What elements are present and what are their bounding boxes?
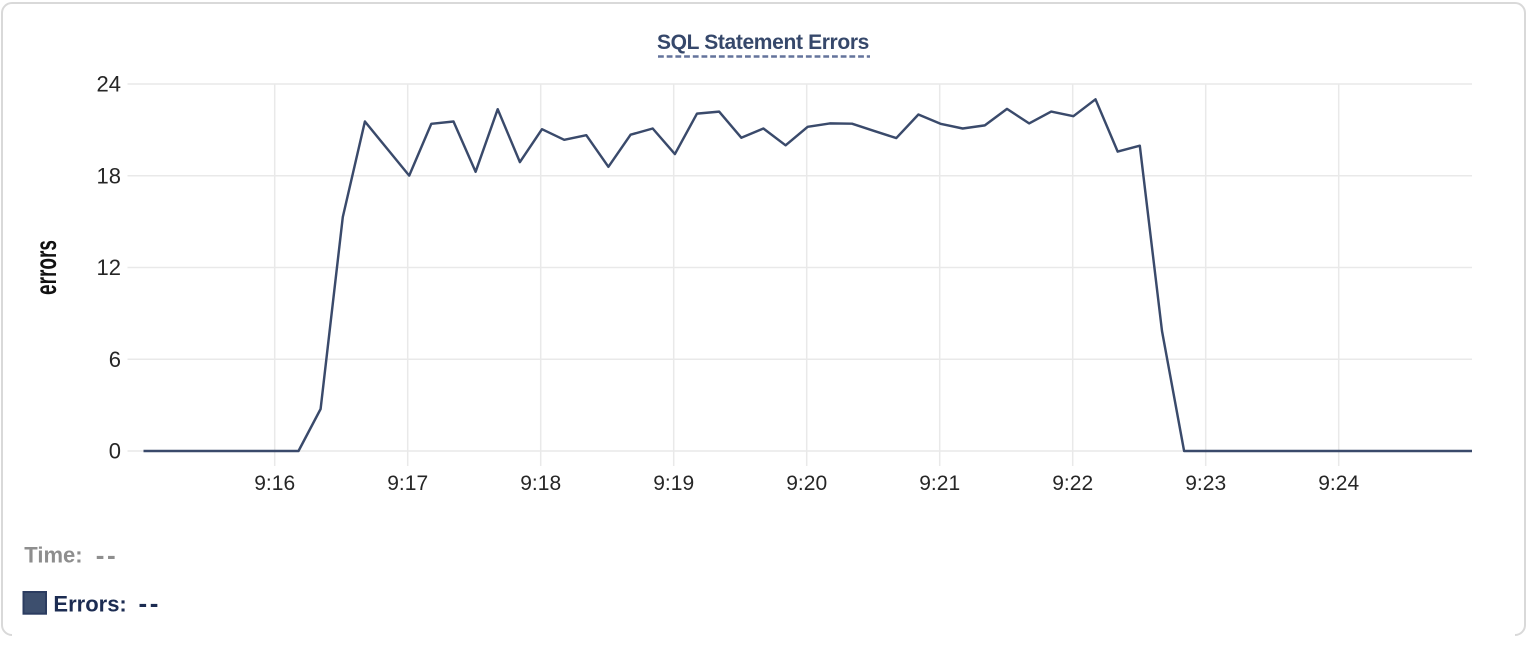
svg-text:9:19: 9:19 bbox=[653, 472, 694, 495]
svg-text:SQL Statement Errors: SQL Statement Errors bbox=[657, 31, 869, 54]
svg-text:Time:: Time: bbox=[24, 543, 82, 568]
svg-text:6: 6 bbox=[109, 347, 121, 372]
svg-text:9:21: 9:21 bbox=[919, 472, 960, 495]
svg-text:9:18: 9:18 bbox=[520, 472, 561, 495]
svg-text:--: -- bbox=[96, 540, 119, 570]
svg-text:Errors:: Errors: bbox=[53, 592, 126, 617]
svg-text:9:24: 9:24 bbox=[1318, 472, 1359, 495]
svg-text:9:20: 9:20 bbox=[786, 472, 827, 495]
svg-text:9:16: 9:16 bbox=[254, 472, 295, 495]
svg-text:--: -- bbox=[139, 588, 162, 618]
svg-text:9:23: 9:23 bbox=[1185, 472, 1226, 495]
svg-text:18: 18 bbox=[97, 163, 121, 188]
svg-text:24: 24 bbox=[97, 72, 121, 97]
svg-text:9:17: 9:17 bbox=[387, 472, 428, 495]
svg-text:9:22: 9:22 bbox=[1052, 472, 1093, 495]
svg-text:0: 0 bbox=[109, 439, 121, 464]
svg-text:errors: errors bbox=[31, 240, 63, 295]
svg-text:12: 12 bbox=[97, 255, 121, 280]
